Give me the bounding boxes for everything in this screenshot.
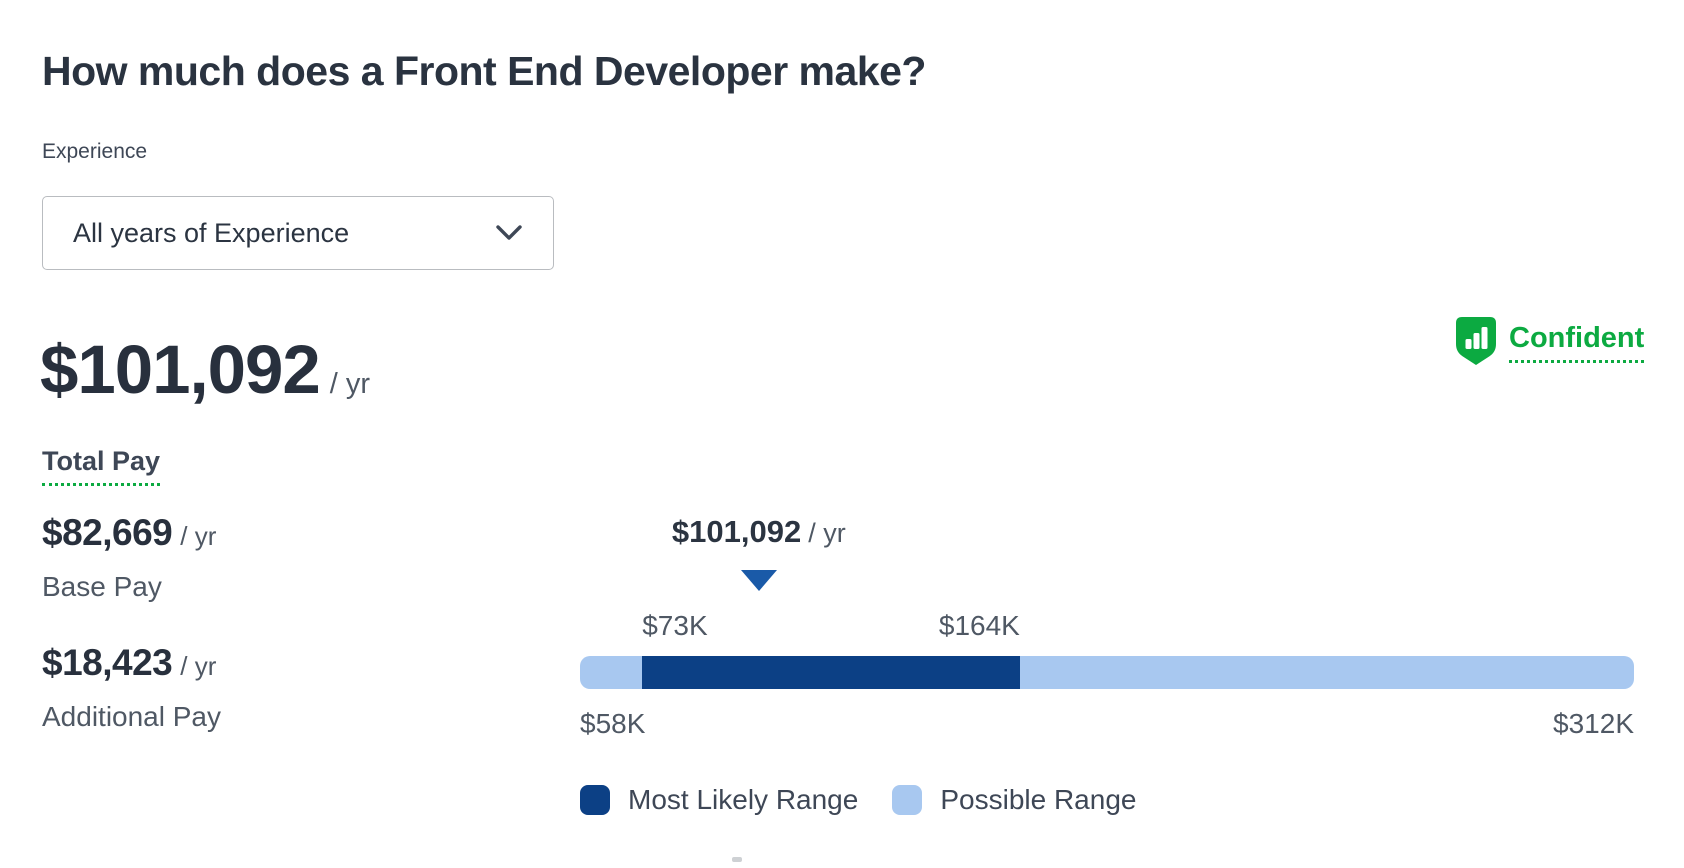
- experience-select-value: All years of Experience: [73, 217, 350, 248]
- confidence-badge[interactable]: Confident: [1455, 316, 1645, 368]
- salary-range-chart: $101,092 / yr $73K $164K $58K $312K Most…: [580, 508, 1634, 848]
- most-likely-range-bar: [642, 656, 1020, 689]
- range-max-label: $312K: [1553, 708, 1634, 739]
- experience-select[interactable]: All years of Experience: [42, 196, 554, 270]
- confidence-label: Confident: [1509, 322, 1645, 363]
- most-likely-range-label: Most Likely Range: [628, 784, 859, 815]
- total-pay-hero: $101,092 / yr: [40, 330, 370, 409]
- total-pay-label[interactable]: Total Pay: [42, 446, 161, 486]
- likely-range-min-label: $73K: [642, 610, 708, 641]
- legend-item-most-likely: Most Likely Range: [580, 784, 858, 816]
- most-likely-range-swatch: [580, 785, 610, 815]
- shield-bar-chart-icon: [1455, 316, 1497, 368]
- additional-pay-period: / yr: [180, 651, 217, 681]
- possible-range-swatch: [892, 785, 923, 815]
- total-pay-amount: $101,092: [40, 331, 321, 408]
- additional-pay-label: Additional Pay: [42, 701, 222, 732]
- possible-range-bar: [580, 656, 1634, 689]
- chevron-down-icon: [495, 224, 523, 242]
- chart-pointer-triangle-icon: [740, 570, 777, 591]
- chart-legend: Most Likely Range Possible Range: [580, 784, 1136, 816]
- additional-pay-amount: $18,423: [42, 642, 173, 683]
- chart-pointer-amount: $101,092: [671, 514, 802, 549]
- total-pay-period: / yr: [329, 368, 371, 400]
- additional-pay-row: $18,423 / yr: [42, 642, 216, 684]
- base-pay-label: Base Pay: [42, 571, 162, 602]
- base-pay-row: $82,669 / yr: [42, 512, 216, 554]
- base-pay-amount: $82,669: [42, 512, 173, 553]
- cutoff-content-fragment: [732, 857, 742, 862]
- legend-item-possible: Possible Range: [892, 784, 1136, 816]
- experience-filter-label: Experience: [42, 140, 148, 163]
- chart-pointer-label: $101,092 / yr: [672, 514, 846, 550]
- range-min-label: $58K: [580, 708, 646, 739]
- page-title: How much does a Front End Developer make…: [42, 48, 926, 94]
- chart-pointer-period: / yr: [808, 518, 846, 548]
- base-pay-period: / yr: [180, 521, 217, 551]
- likely-range-max-label: $164K: [938, 610, 1020, 641]
- possible-range-label: Possible Range: [940, 784, 1137, 815]
